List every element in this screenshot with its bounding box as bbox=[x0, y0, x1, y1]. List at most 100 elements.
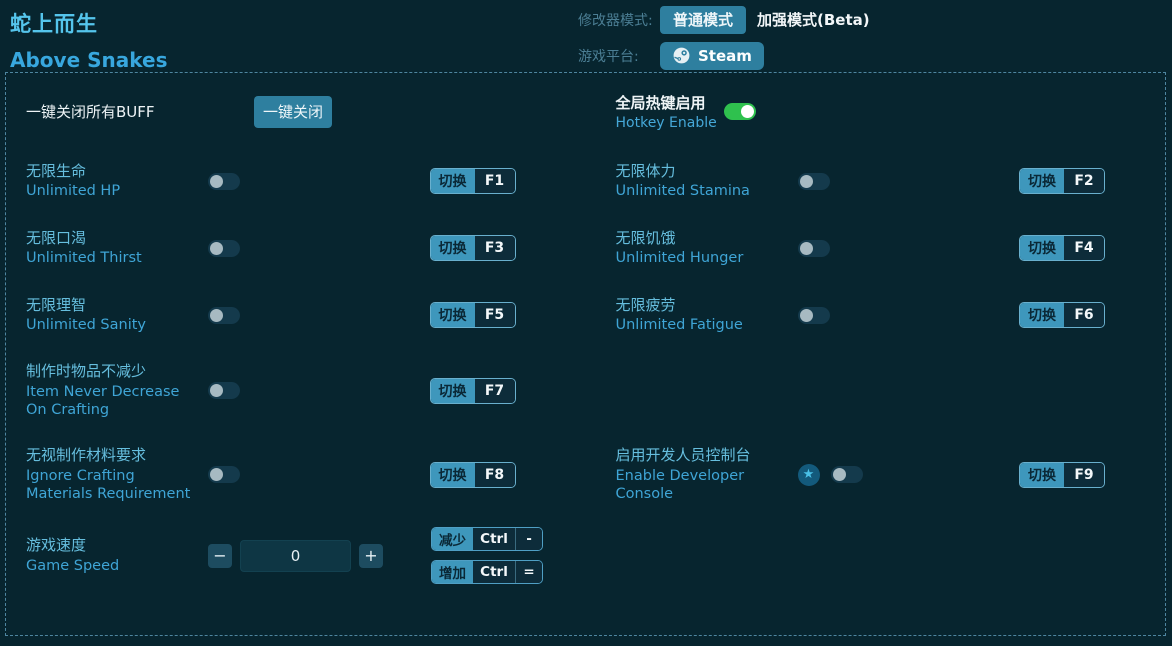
cheat-hotkey-button[interactable]: 切换 F2 bbox=[1019, 168, 1105, 194]
cheat-label-zh: 无限理智 bbox=[26, 295, 87, 314]
platform-label: 游戏平台: bbox=[578, 48, 639, 65]
toggle-knob bbox=[210, 308, 223, 322]
cheat-toggle[interactable] bbox=[830, 466, 863, 483]
cheat-labels: 制作时物品不减少 Item Never Decrease On Crafting bbox=[26, 362, 208, 419]
cheat-hotkey-button[interactable]: 切换 F6 bbox=[1019, 302, 1105, 328]
hotkey-enable-row: 全局热键启用 Hotkey Enable bbox=[616, 92, 1146, 131]
toggle-knob bbox=[799, 174, 813, 188]
cheat-labels: 无限口渴 Unlimited Thirst bbox=[26, 229, 208, 268]
cheat-row-f6: 无限疲劳 Unlimited Fatigue 切换 F6 bbox=[616, 295, 1146, 335]
buff-all-off-label: 一键关闭所有BUFF bbox=[26, 103, 155, 121]
fkey-segment: F3 bbox=[474, 236, 515, 260]
platform-row: 游戏平台: Steam bbox=[578, 41, 881, 70]
header-controls: 修改器模式: 普通模式 加强模式(Beta) 游戏平台: Steam bbox=[578, 5, 881, 70]
toggle-segment: 切换 bbox=[430, 303, 475, 327]
cheat-grid: 无限生命 Unlimited HP 切换 F1 无限体力 Unlimited S… bbox=[26, 161, 1145, 503]
speed-hotkey-buttons: 减少 Ctrl - 增加 Ctrl = bbox=[431, 527, 543, 584]
cheat-label-zh: 制作时物品不减少 bbox=[26, 362, 147, 380]
game-speed-stepper: − + bbox=[208, 539, 383, 572]
cheat-toggle[interactable] bbox=[208, 172, 240, 190]
segment-divider bbox=[515, 561, 516, 583]
cheat-hotkey-button[interactable]: 切换 F3 bbox=[429, 235, 516, 261]
steam-button[interactable]: Steam bbox=[660, 41, 764, 70]
cheat-row-f2: 无限体力 Unlimited Stamina 切换 F2 bbox=[616, 161, 1146, 201]
increase-key: = bbox=[516, 561, 542, 583]
toggle-knob bbox=[210, 174, 223, 188]
cheat-label-zh: 无限口渴 bbox=[26, 228, 87, 247]
cheat-labels: 无限理智 Unlimited Sanity bbox=[26, 296, 208, 335]
cheat-label-en: Unlimited HP bbox=[26, 183, 121, 200]
cheat-hotkey-button[interactable]: 切换 F7 bbox=[429, 377, 516, 404]
cheat-hotkey-button[interactable]: 切换 F8 bbox=[429, 461, 516, 488]
cheat-toggle[interactable] bbox=[797, 239, 830, 257]
increase-modifier-key: Ctrl bbox=[473, 561, 515, 583]
cheat-row-f5: 无限理智 Unlimited Sanity 切换 F5 bbox=[26, 295, 556, 335]
toggle-segment: 切换 bbox=[430, 236, 475, 260]
cheat-label-zh: 无限饥饿 bbox=[615, 228, 676, 247]
cheat-hotkey-button[interactable]: 切换 F9 bbox=[1019, 461, 1105, 488]
toggle-segment: 切换 bbox=[1020, 303, 1064, 327]
modifier-mode-row: 修改器模式: 普通模式 加强模式(Beta) bbox=[578, 5, 881, 34]
fkey-segment: F6 bbox=[1064, 303, 1104, 327]
cheat-label-zh: 无限生命 bbox=[26, 161, 87, 180]
cheat-toggle[interactable] bbox=[797, 306, 830, 324]
game-speed-labels: 游戏速度 Game Speed bbox=[26, 536, 208, 575]
cheat-toggle[interactable] bbox=[208, 382, 240, 399]
one-click-off-button[interactable]: 一键关闭 bbox=[254, 95, 332, 128]
fkey-segment: F1 bbox=[474, 169, 515, 193]
fkey-segment: F8 bbox=[474, 462, 515, 487]
cheat-slot-empty bbox=[616, 362, 1146, 419]
toggle-knob bbox=[799, 308, 813, 322]
cheat-labels: 无限疲劳 Unlimited Fatigue bbox=[616, 296, 798, 335]
cheat-label-zh: 启用开发人员控制台 bbox=[615, 446, 751, 464]
cheat-labels: 无视制作材料要求 Ignore Crafting Materials Requi… bbox=[26, 446, 208, 503]
cheat-toggle[interactable] bbox=[208, 466, 240, 483]
cheat-row-f8: 无视制作材料要求 Ignore Crafting Materials Requi… bbox=[26, 446, 556, 503]
toggle-knob bbox=[210, 468, 223, 481]
app-title-zh: 蛇上而生 bbox=[10, 12, 98, 36]
cheat-label-zh: 无限疲劳 bbox=[615, 295, 676, 314]
mode-normal-button[interactable]: 普通模式 bbox=[660, 5, 747, 34]
cheat-label-en: Unlimited Hunger bbox=[615, 250, 744, 267]
toggle-knob bbox=[832, 468, 846, 481]
speed-decrement-button[interactable]: − bbox=[208, 543, 232, 568]
cheat-label-en: Unlimited Fatigue bbox=[615, 317, 743, 334]
hotkey-enable-labels: 全局热键启用 Hotkey Enable bbox=[616, 92, 724, 131]
toggle-knob bbox=[210, 241, 223, 255]
speed-increment-button[interactable]: + bbox=[359, 543, 383, 568]
mode-enhanced-button[interactable]: 加强模式(Beta) bbox=[757, 11, 870, 29]
cheat-label-en: Ignore Crafting Materials Requirement bbox=[26, 467, 191, 502]
toggle-segment: 切换 bbox=[1020, 169, 1064, 193]
cheat-toggle[interactable] bbox=[208, 306, 240, 324]
hotkey-enable-toggle[interactable] bbox=[723, 103, 756, 120]
fkey-segment: F2 bbox=[1064, 169, 1104, 193]
cheat-label-en: Item Never Decrease On Crafting bbox=[26, 383, 180, 418]
app-titles: 蛇上而生 Above Snakes bbox=[10, 8, 167, 72]
hotkey-enable-label-zh: 全局热键启用 bbox=[615, 94, 706, 112]
cheat-toggle[interactable] bbox=[208, 239, 240, 257]
cheat-hotkey-button[interactable]: 切换 F1 bbox=[429, 168, 516, 194]
cheat-label-en: Unlimited Sanity bbox=[26, 317, 147, 334]
speed-value-input[interactable] bbox=[240, 539, 351, 572]
increase-segment: 增加 bbox=[432, 561, 473, 583]
toggle-segment: 切换 bbox=[430, 378, 475, 403]
fkey-segment: F5 bbox=[474, 303, 515, 327]
cheat-row-f4: 无限饥饿 Unlimited Hunger 切换 F4 bbox=[616, 228, 1146, 268]
cheat-row-f3: 无限口渴 Unlimited Thirst 切换 F3 bbox=[26, 228, 556, 268]
star-icon: ★ bbox=[797, 463, 820, 486]
cheat-toggle[interactable] bbox=[797, 172, 830, 190]
decrease-segment: 减少 bbox=[432, 528, 473, 550]
speed-increase-hotkey-button[interactable]: 增加 Ctrl = bbox=[431, 560, 543, 584]
cheat-hotkey-button[interactable]: 切换 F5 bbox=[429, 302, 516, 328]
fkey-segment: F4 bbox=[1064, 236, 1104, 260]
toggle-segment: 切换 bbox=[1020, 236, 1064, 260]
cheat-label-en: Unlimited Thirst bbox=[26, 250, 142, 267]
app-title-en: Above Snakes bbox=[10, 48, 168, 72]
speed-decrease-hotkey-button[interactable]: 减少 Ctrl - bbox=[431, 527, 543, 551]
cheat-row-f7: 制作时物品不减少 Item Never Decrease On Crafting… bbox=[26, 362, 556, 419]
cheat-labels: 无限饥饿 Unlimited Hunger bbox=[616, 229, 798, 268]
trainer-panel: 一键关闭所有BUFF 一键关闭 全局热键启用 Hotkey Enable 无限生… bbox=[5, 72, 1166, 636]
cheat-hotkey-button[interactable]: 切换 F4 bbox=[1019, 235, 1105, 261]
game-speed-label-zh: 游戏速度 bbox=[26, 536, 87, 555]
fkey-segment: F7 bbox=[474, 378, 515, 403]
